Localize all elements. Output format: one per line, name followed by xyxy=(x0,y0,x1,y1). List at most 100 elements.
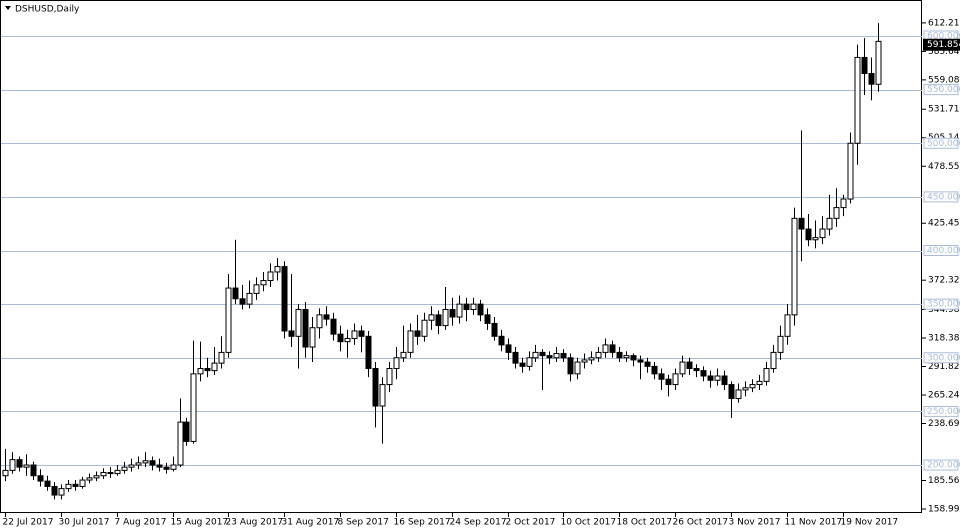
candle-body xyxy=(875,40,882,85)
y-tick-label: 158.995 xyxy=(928,504,960,514)
y-tick-label: 318.385 xyxy=(928,334,960,344)
candle-body xyxy=(609,344,616,353)
x-tick-label: 8 Sep 2017 xyxy=(338,518,389,528)
candle-body xyxy=(826,217,833,230)
candle-body xyxy=(183,421,190,442)
candle-body xyxy=(854,56,861,144)
candle-body xyxy=(700,370,707,377)
candle-body xyxy=(232,287,239,300)
candle-body xyxy=(637,359,644,363)
title-arrow xyxy=(5,6,11,10)
candle-body xyxy=(449,308,456,318)
candle-body xyxy=(107,472,114,475)
level-label-box xyxy=(923,459,959,471)
candle-body xyxy=(239,298,246,305)
candle-body xyxy=(260,280,267,286)
chart-title: DSHUSD,Daily xyxy=(15,5,80,15)
candle-body xyxy=(149,460,156,466)
y-tick-label: 344.985 xyxy=(928,305,960,315)
x-tick-label: 3 Nov 2017 xyxy=(729,518,781,528)
candle-body xyxy=(861,56,868,75)
candle-body xyxy=(135,462,142,466)
candle-body xyxy=(770,351,777,369)
candle-body xyxy=(784,314,791,337)
candle-body xyxy=(707,375,714,381)
candle-body xyxy=(79,479,86,487)
candle-body xyxy=(37,475,44,482)
candle-body xyxy=(51,485,58,496)
candle-body xyxy=(421,319,428,337)
candle-body xyxy=(58,488,65,496)
current-price-label: 591.854 xyxy=(927,40,960,50)
plot-frame xyxy=(0,0,922,513)
level-label: 600.000 xyxy=(927,31,960,41)
y-tick-label: 612.210 xyxy=(928,18,960,28)
candle-body xyxy=(539,351,546,357)
candle-body xyxy=(225,287,232,353)
candle-body xyxy=(595,351,602,359)
candle-body xyxy=(791,217,798,316)
candle-body xyxy=(532,351,539,359)
level-label-box xyxy=(923,352,959,364)
candle-body xyxy=(23,464,30,468)
candle-body xyxy=(121,466,128,471)
candle-body xyxy=(86,477,93,481)
x-tick-label: 10 Oct 2017 xyxy=(561,518,617,528)
level-label: 500.000 xyxy=(927,139,960,149)
y-tick-label: 291.825 xyxy=(928,362,960,372)
level-label: 350.000 xyxy=(927,300,960,310)
candle-body xyxy=(288,330,295,337)
candle-body xyxy=(679,361,686,375)
candle-body xyxy=(463,303,470,310)
candle-body xyxy=(728,384,735,400)
x-tick-label: 23 Aug 2017 xyxy=(226,518,284,528)
y-tick-label: 185.560 xyxy=(928,476,960,486)
candle-body xyxy=(177,421,184,466)
candle-body xyxy=(323,314,330,320)
y-tick-label: 265.245 xyxy=(928,391,960,401)
x-tick-label: 2 Oct 2017 xyxy=(506,518,556,528)
candle-body xyxy=(714,375,721,381)
candle-body xyxy=(65,483,72,490)
candle-body xyxy=(330,318,337,335)
candle-body xyxy=(798,217,805,230)
candle-body xyxy=(142,460,149,464)
candle-body xyxy=(386,367,393,386)
candle-body xyxy=(93,475,100,479)
candle-body xyxy=(686,361,693,369)
level-label: 550.000 xyxy=(927,85,960,95)
candle-body xyxy=(840,198,847,209)
candle-body xyxy=(735,389,742,400)
candle-body xyxy=(190,373,197,442)
candle-body xyxy=(623,355,630,359)
candle-body xyxy=(30,464,37,477)
candle-body xyxy=(777,335,784,353)
candle-body xyxy=(644,361,651,367)
x-tick-label: 15 Aug 2017 xyxy=(171,518,229,528)
y-tick-label: 372.320 xyxy=(928,276,960,286)
candle-body xyxy=(456,303,463,318)
candle-body xyxy=(393,357,400,369)
candle-body xyxy=(156,464,163,468)
candle-body xyxy=(581,359,588,363)
candle-body xyxy=(470,303,477,310)
candle-body xyxy=(253,284,260,294)
candle-body xyxy=(756,380,763,386)
candle-body xyxy=(435,314,442,327)
x-tick-label: 16 Sep 2017 xyxy=(394,518,451,528)
x-tick-label: 18 Oct 2017 xyxy=(617,518,673,528)
candle-body xyxy=(274,266,281,273)
level-label-box xyxy=(923,298,959,310)
level-label-box xyxy=(923,137,959,149)
candle-body xyxy=(302,308,309,348)
candle-body xyxy=(2,469,9,477)
candle-body xyxy=(847,142,854,200)
candle-body xyxy=(630,355,637,361)
candle-body xyxy=(519,362,526,367)
x-tick-label: 24 Sep 2017 xyxy=(450,518,507,528)
candle-body xyxy=(351,330,358,339)
candle-body xyxy=(407,330,414,353)
x-tick-label: 26 Oct 2017 xyxy=(673,518,729,528)
candle-body xyxy=(749,384,756,389)
candle-body xyxy=(602,344,609,353)
